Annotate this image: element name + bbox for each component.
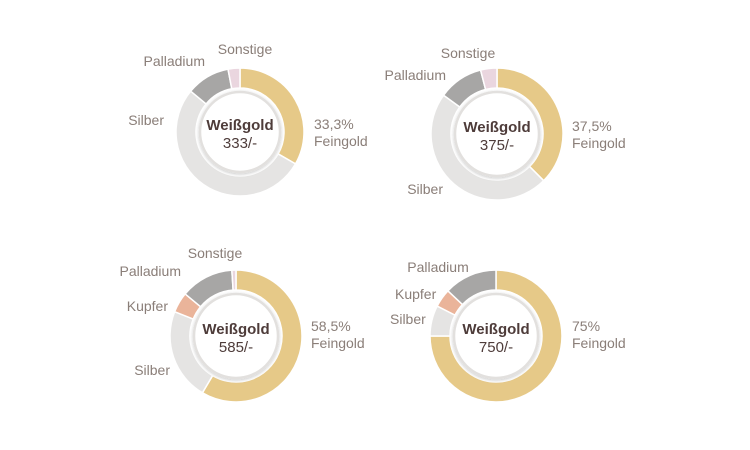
slice-silber: [175, 90, 297, 197]
label-kupfer: Kupfer: [127, 298, 169, 314]
feingold-percent: 33,3%: [314, 116, 354, 132]
label-palladium: Palladium: [144, 53, 205, 69]
center-title: Weißgold: [206, 117, 273, 134]
label-kupfer: Kupfer: [395, 286, 437, 302]
center-value: 750/-: [479, 339, 513, 356]
feingold-percent: 37,5%: [572, 118, 612, 134]
label-silber: Silber: [407, 181, 443, 197]
feingold-label: Feingold: [572, 135, 626, 151]
center-title: Weißgold: [202, 321, 269, 338]
label-palladium: Palladium: [385, 67, 446, 83]
center-disc: [453, 90, 541, 178]
feingold-percent: 75%: [572, 318, 600, 334]
feingold-label: Feingold: [314, 133, 368, 149]
slice-sonstige: [227, 67, 241, 90]
label-sonstige: Sonstige: [218, 41, 273, 57]
label-sonstige: Sonstige: [441, 45, 496, 61]
feingold-label: Feingold: [572, 335, 626, 351]
label-silber: Silber: [390, 311, 426, 327]
label-palladium: Palladium: [407, 259, 468, 275]
center-title: Weißgold: [462, 321, 529, 338]
center-disc: [192, 292, 280, 380]
slice-sonstige: [231, 269, 237, 291]
slice-silber: [430, 94, 545, 201]
center-title: Weißgold: [463, 119, 530, 136]
center-value: 333/-: [223, 135, 257, 152]
center-disc: [452, 292, 540, 380]
slice-palladium: [446, 269, 497, 306]
center-value: 585/-: [219, 339, 253, 356]
slice-feingold: [201, 269, 303, 403]
label-silber: Silber: [134, 362, 170, 378]
feingold-label: Feingold: [311, 335, 365, 351]
label-sonstige: Sonstige: [188, 245, 243, 261]
label-palladium: Palladium: [120, 263, 181, 279]
slice-sonstige: [479, 67, 498, 91]
center-value: 375/-: [480, 137, 514, 154]
center-disc: [198, 90, 282, 174]
slice-feingold: [429, 269, 563, 403]
feingold-percent: 58,5%: [311, 318, 351, 334]
label-silber: Silber: [128, 112, 164, 128]
